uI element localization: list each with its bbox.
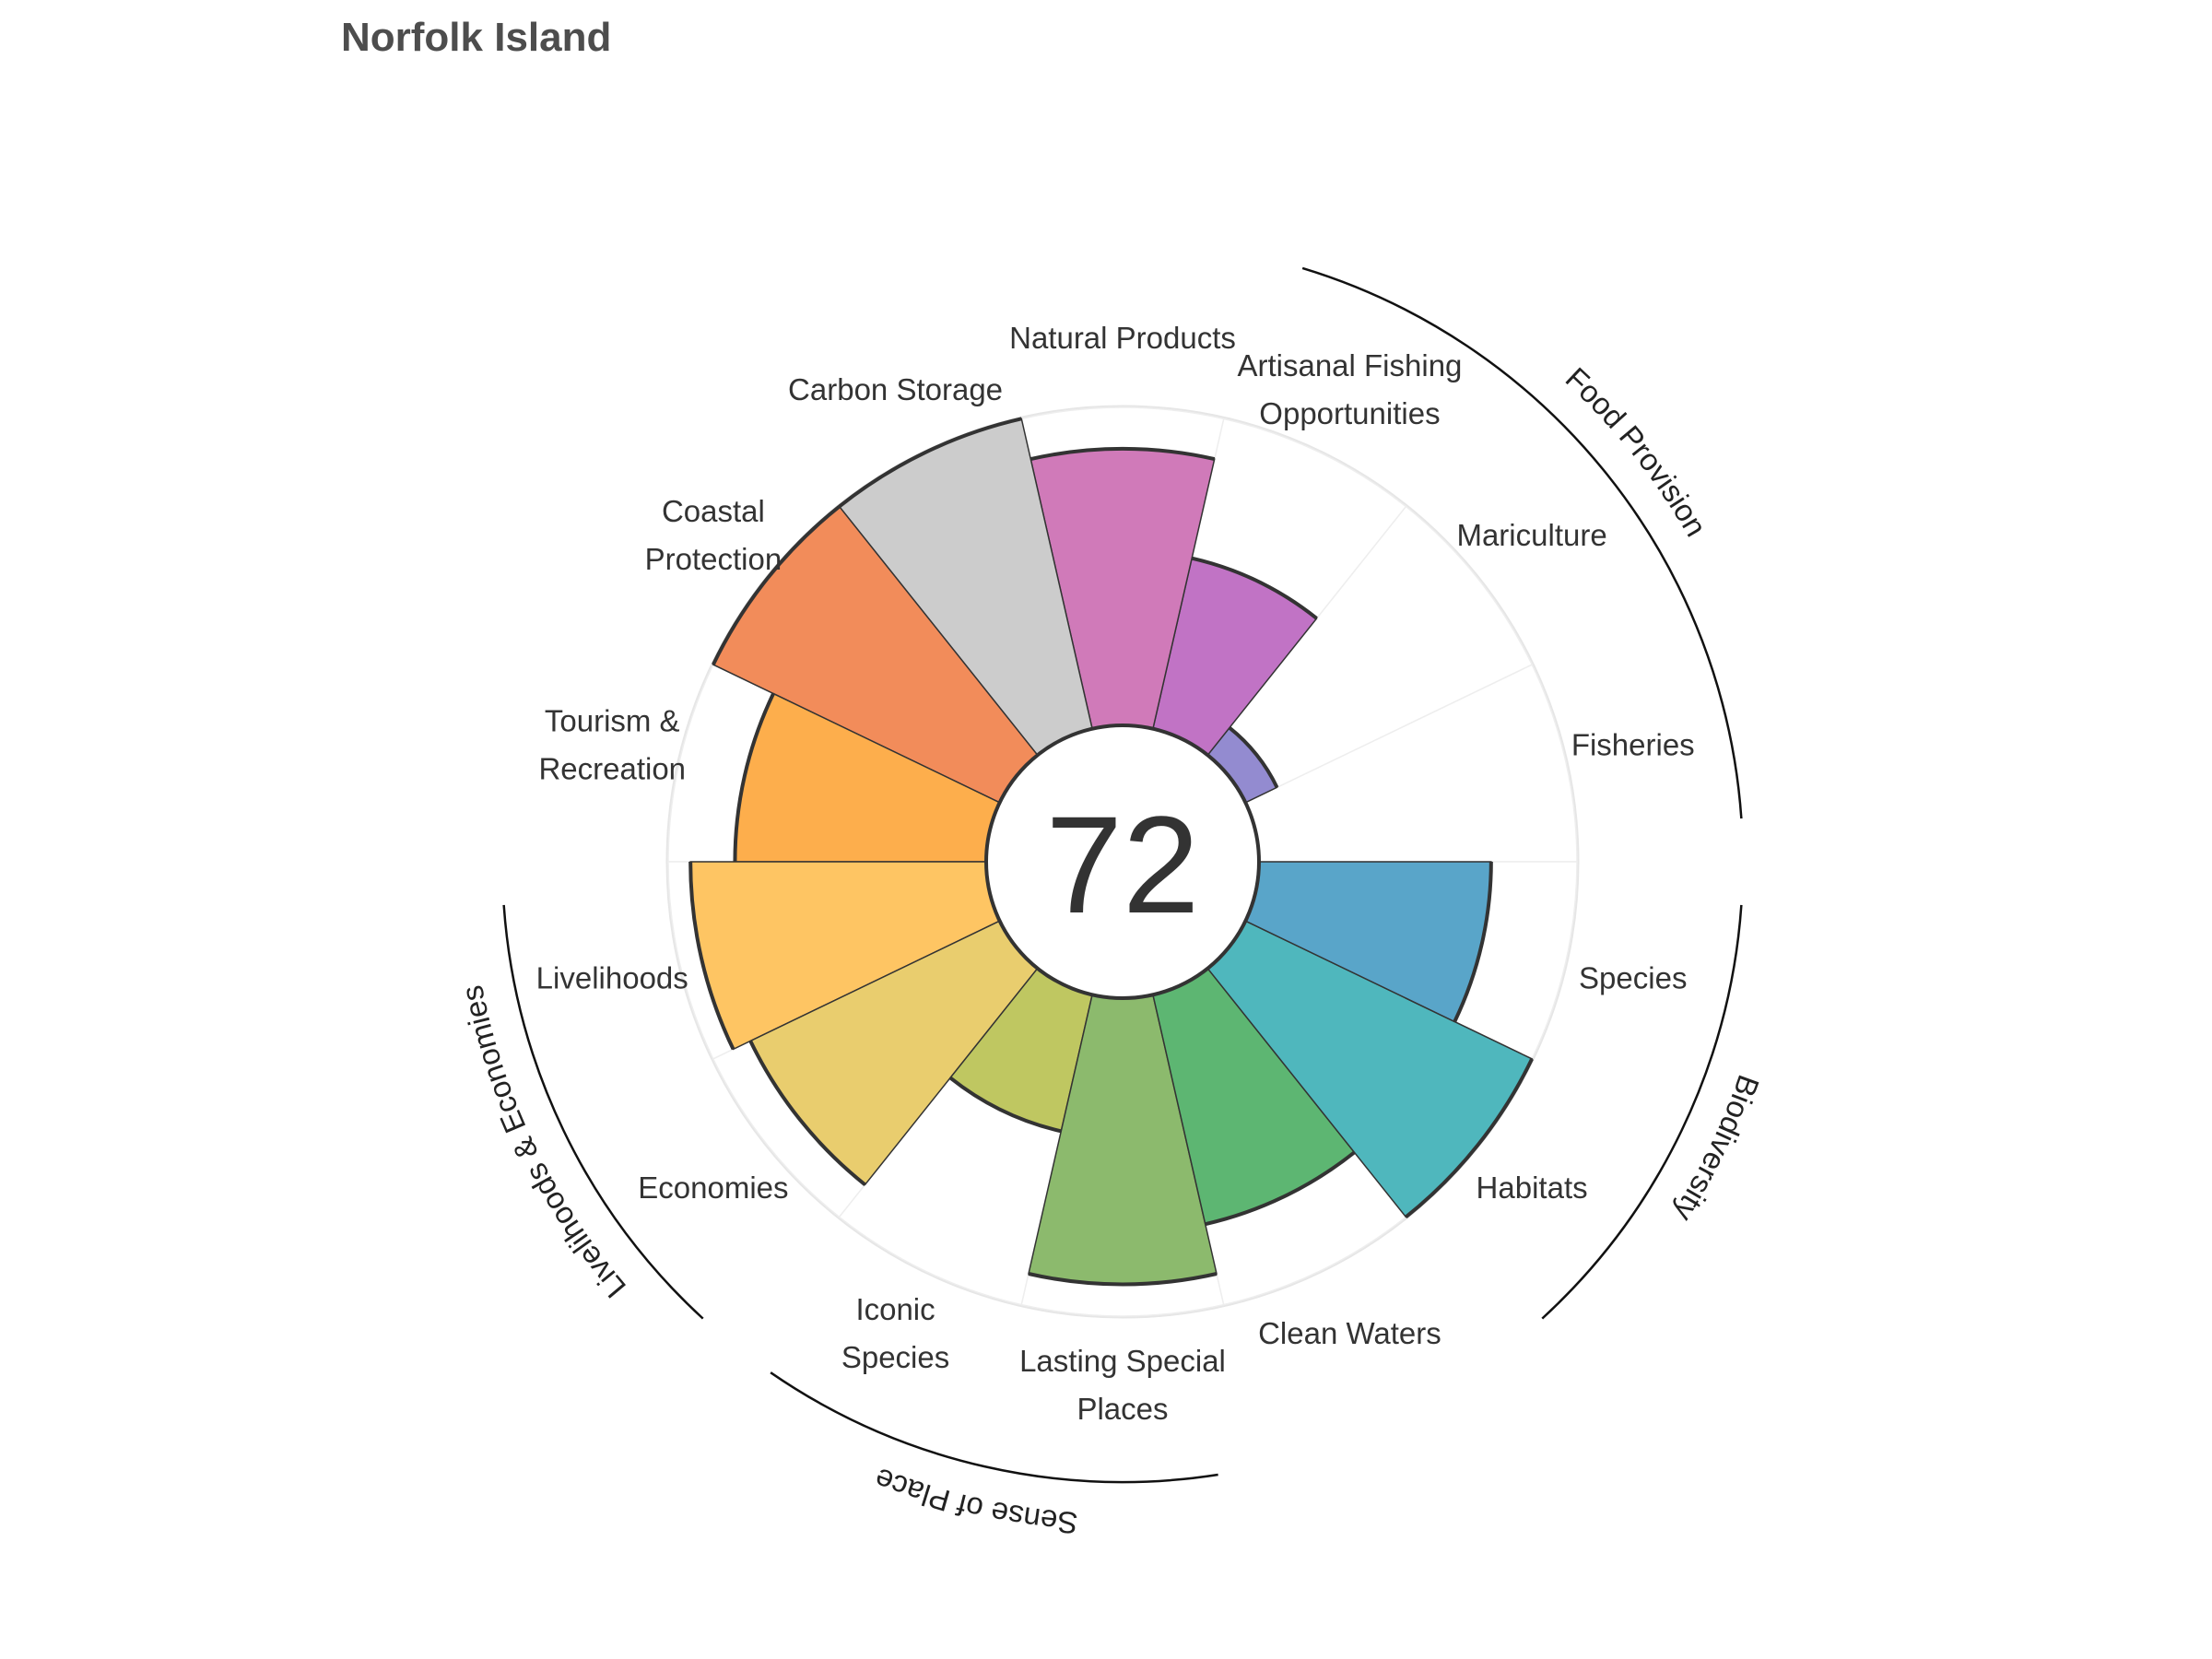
bar-edge-economies bbox=[748, 1040, 866, 1186]
score-bars bbox=[688, 417, 1534, 1287]
goal-label-livelihoods-and-economies: Livelihoods & Economies bbox=[454, 982, 632, 1304]
label-iconic-species-line-1: Iconic bbox=[855, 1292, 935, 1326]
label-natural-products: Natural Products bbox=[1009, 321, 1236, 355]
label-habitats: Habitats bbox=[1477, 1171, 1588, 1205]
category-labels: Fisheries Mariculture Artisanal Fishing Opp… bbox=[536, 321, 1695, 1426]
bar-edge-artisanal-fishing-opportunities bbox=[1191, 556, 1318, 620]
label-economies: Economies bbox=[638, 1171, 788, 1205]
label-tourism-and-recreation-line-1: Tourism & bbox=[545, 704, 680, 738]
goal-arc-livelihoods-and-economies bbox=[502, 904, 704, 1320]
bar-edge-mariculture bbox=[1228, 726, 1279, 789]
bar-edge-iconic-species bbox=[948, 1076, 1062, 1134]
center-circle bbox=[984, 724, 1261, 1000]
goal-label-biodiversity: Biodiversity bbox=[1667, 1071, 1767, 1228]
bar-edge-habitats bbox=[1405, 1058, 1534, 1219]
label-livelihoods: Livelihoods bbox=[536, 960, 688, 994]
label-lasting-special-places-line-1: Lasting Special bbox=[1019, 1344, 1226, 1378]
bar-edge-tourism-and-recreation bbox=[733, 692, 775, 863]
goal-arc-biodiversity bbox=[1541, 904, 1743, 1320]
label-species: Species bbox=[1579, 960, 1687, 994]
overall-score: 72 bbox=[1046, 787, 1200, 942]
label-carbon-storage: Carbon Storage bbox=[788, 372, 1003, 406]
label-coastal-protection-line-2: Protection bbox=[645, 542, 782, 576]
bar-edge-coastal-protection bbox=[712, 504, 841, 665]
label-tourism-and-recreation-line-2: Recreation bbox=[538, 752, 686, 786]
label-fisheries: Fisheries bbox=[1571, 728, 1695, 762]
label-mariculture: Mariculture bbox=[1456, 518, 1606, 552]
label-artisanal-fishing-opportunities-line-2: Opportunities bbox=[1259, 396, 1440, 430]
label-lasting-special-places-line-2: Places bbox=[1077, 1392, 1168, 1426]
bar-edge-natural-products bbox=[1030, 446, 1216, 462]
bar-edge-carbon-storage bbox=[838, 417, 1022, 509]
label-iconic-species-line-2: Species bbox=[841, 1340, 949, 1374]
goal-label-sense-of-place: Sense of Place bbox=[870, 1462, 1079, 1541]
label-artisanal-fishing-opportunities-line-1: Artisanal Fishing bbox=[1237, 348, 1462, 382]
goal-arc-sense-of-place bbox=[770, 1371, 1218, 1484]
label-clean-waters: Clean Waters bbox=[1258, 1316, 1441, 1350]
bar-edge-species bbox=[1453, 861, 1493, 1023]
bar-edge-clean-waters bbox=[1205, 1150, 1356, 1227]
bar-edge-lasting-special-places bbox=[1028, 1272, 1218, 1287]
goal-arc-food-provision bbox=[1301, 266, 1743, 819]
label-coastal-protection-line-1: Coastal bbox=[662, 494, 765, 528]
bar-edge-livelihoods bbox=[688, 861, 735, 1051]
chart-title: Norfolk Island bbox=[341, 15, 611, 60]
